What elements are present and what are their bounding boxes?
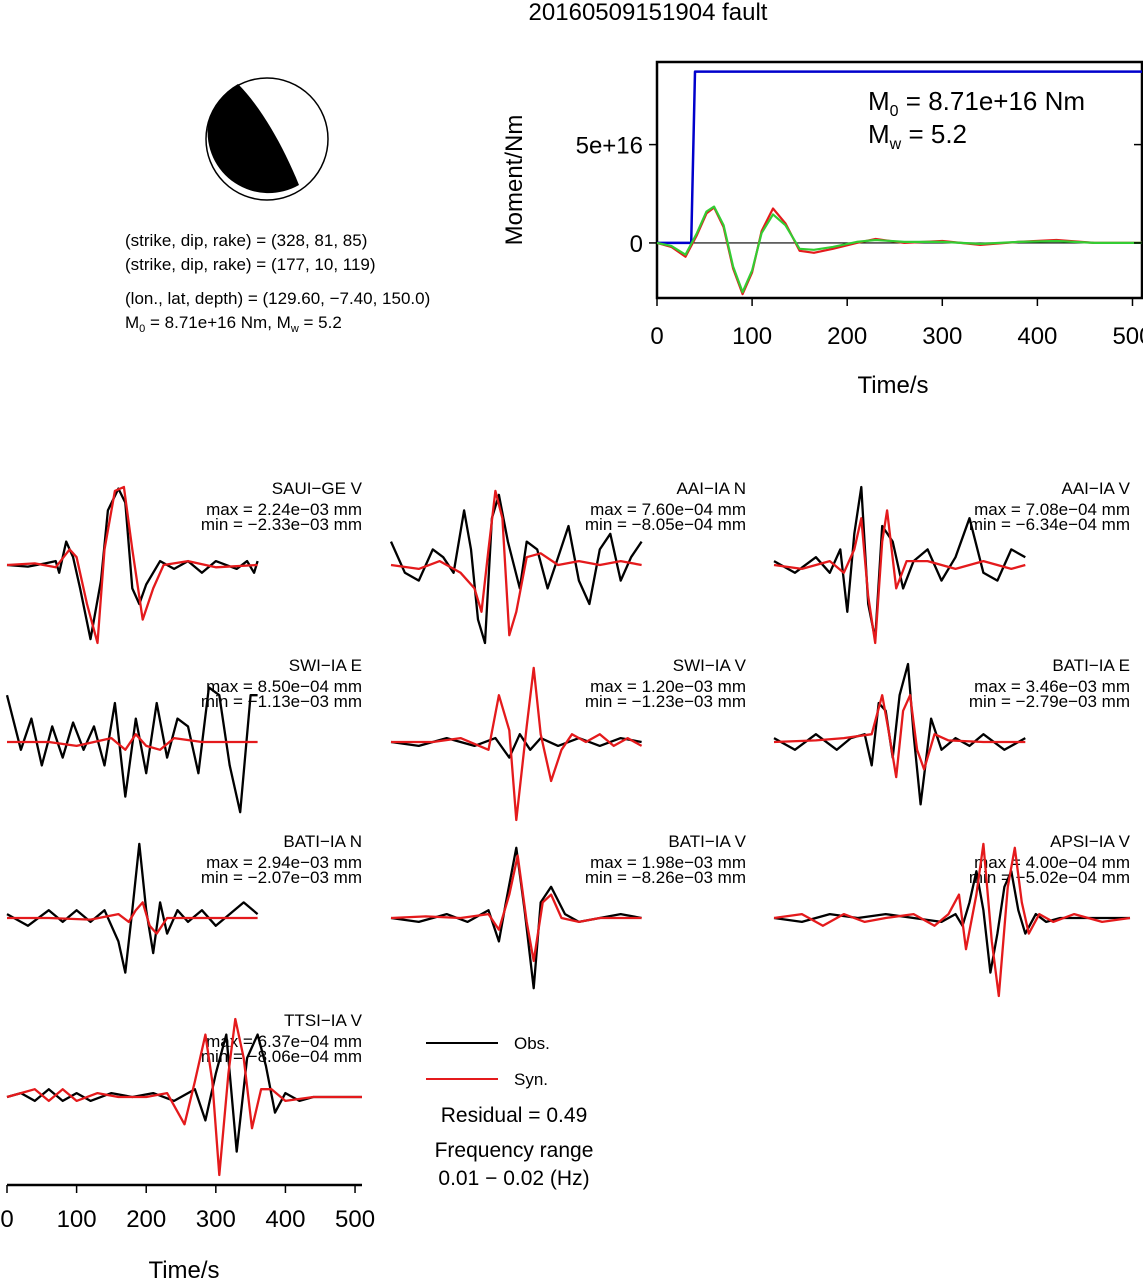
synthetic-trace xyxy=(6,1017,362,1177)
waveform-xlabel: Time/s xyxy=(148,1257,219,1281)
observed-trace xyxy=(5,686,258,814)
waveform-xtick-label: 400 xyxy=(265,1206,305,1233)
synthetic-trace xyxy=(6,485,258,645)
observed-trace xyxy=(773,662,1026,806)
moment-xlabel: Time/s xyxy=(857,372,928,399)
frequency-title: Frequency range xyxy=(435,1139,594,1162)
max-amplitude: max = 7.60e−04 mm xyxy=(590,500,746,519)
station-label: TTSI−IA V xyxy=(284,1011,363,1030)
max-amplitude: max = 1.20e−03 mm xyxy=(590,677,746,696)
observed-trace xyxy=(389,493,643,645)
moment-ytick-label: 0 xyxy=(630,231,643,258)
legend-syn-label: Syn. xyxy=(514,1070,548,1089)
station-label: BATI−IA V xyxy=(668,832,746,851)
moment-mw-label: Mw = 5.2 xyxy=(868,119,967,153)
moment-rate-line-green xyxy=(656,205,1142,294)
min-amplitude: min = −8.26e−03 mm xyxy=(585,868,746,887)
min-amplitude: min = −2.33e−03 mm xyxy=(201,515,362,534)
station-label: APSI−IA V xyxy=(1050,832,1131,851)
max-amplitude: max = 1.98e−03 mm xyxy=(590,853,746,872)
observed-trace xyxy=(773,485,1026,641)
max-amplitude: max = 3.46e−03 mm xyxy=(974,677,1130,696)
max-amplitude: max = 8.50e−04 mm xyxy=(206,677,362,696)
max-amplitude: max = 2.94e−03 mm xyxy=(206,853,362,872)
cumulative-moment-line xyxy=(657,70,1142,245)
legend: Obs. Syn. Residual = 0.49 Frequency rang… xyxy=(426,1034,593,1190)
moment-xtick-label: 300 xyxy=(922,323,962,350)
moment-ylabel: Moment/Nm xyxy=(501,115,528,246)
frequency-range: 0.01 − 0.02 (Hz) xyxy=(438,1167,589,1190)
observed-trace xyxy=(6,1033,362,1153)
beachball xyxy=(205,77,329,201)
station-label: BATI−IA E xyxy=(1052,656,1130,675)
min-amplitude: min = −1.23e−03 mm xyxy=(585,692,746,711)
station-label: SWI−IA V xyxy=(673,656,747,675)
residual-value: Residual = 0.49 xyxy=(441,1104,588,1127)
station-label: BATI−IA N xyxy=(283,832,362,851)
synthetic-trace xyxy=(773,694,1026,779)
min-amplitude: min = −1.13e−03 mm xyxy=(201,692,362,711)
min-amplitude: min = −5.02e−04 mm xyxy=(969,868,1130,887)
waveform-time-axis: 0 100 200 300 400 500 xyxy=(0,1183,375,1233)
synthetic-trace xyxy=(7,901,258,935)
moment-xtick-label: 500 xyxy=(1112,323,1143,350)
moment-xtick-label: 100 xyxy=(732,323,772,350)
moment-ytick-label: 5e+16 xyxy=(576,133,643,160)
min-amplitude: min = −2.07e−03 mm xyxy=(201,868,362,887)
waveform-xtick-label: 500 xyxy=(335,1206,375,1233)
waveform-xtick-label: 0 xyxy=(0,1206,13,1233)
moment-summary: M0 = 8.71e+16 Nm, Mw = 5.2 xyxy=(125,313,342,335)
moment-plot-frame xyxy=(655,60,1143,300)
synthetic-trace xyxy=(773,509,1026,645)
beachball-compressional-region xyxy=(207,84,299,194)
legend-obs-label: Obs. xyxy=(514,1034,550,1053)
max-amplitude: max = 7.08e−04 mm xyxy=(974,500,1130,519)
station-label: AAI−IA N xyxy=(677,479,746,498)
station-label: SAUI−GE V xyxy=(272,479,363,498)
hypocenter-location: (lon., lat, depth) = (129.60, −7.40, 150… xyxy=(125,289,430,308)
synthetic-trace xyxy=(773,842,1131,998)
min-amplitude: min = −8.05e−04 mm xyxy=(585,515,746,534)
min-amplitude: min = −6.34e−04 mm xyxy=(969,515,1130,534)
waveform-xtick-label: 100 xyxy=(57,1206,97,1233)
min-amplitude: min = −8.06e−04 mm xyxy=(201,1047,362,1066)
synthetic-trace xyxy=(390,489,642,637)
nodal-plane-1: (strike, dip, rake) = (328, 81, 85) xyxy=(125,231,367,250)
station-label: SWI−IA E xyxy=(289,656,362,675)
moment-xtick-label: 400 xyxy=(1017,323,1057,350)
moment-rate-panel: 0 100 200 300 400 500 0 5e+16 Moment/Nm Time/s… xyxy=(501,60,1143,399)
figure-title: 20160509151904 fault xyxy=(529,0,768,26)
synthetic-trace xyxy=(391,666,643,822)
moment-m0-label: M0 = 8.71e+16 Nm xyxy=(868,86,1085,120)
observed-trace xyxy=(773,870,1130,974)
synthetic-trace xyxy=(7,733,258,751)
station-label: AAI−IA V xyxy=(1061,479,1130,498)
moment-xtick-label: 200 xyxy=(827,323,867,350)
nodal-plane-2: (strike, dip, rake) = (177, 10, 119) xyxy=(125,255,376,274)
moment-xtick-label: 0 xyxy=(650,323,663,350)
max-amplitude: max = 6.37e−04 mm xyxy=(206,1032,362,1051)
min-amplitude: min = −2.79e−03 mm xyxy=(969,692,1130,711)
synthetic-trace xyxy=(390,854,642,963)
waveform-xtick-label: 200 xyxy=(126,1206,166,1233)
max-amplitude: max = 2.24e−03 mm xyxy=(206,500,362,519)
waveform-xtick-label: 300 xyxy=(196,1206,236,1233)
